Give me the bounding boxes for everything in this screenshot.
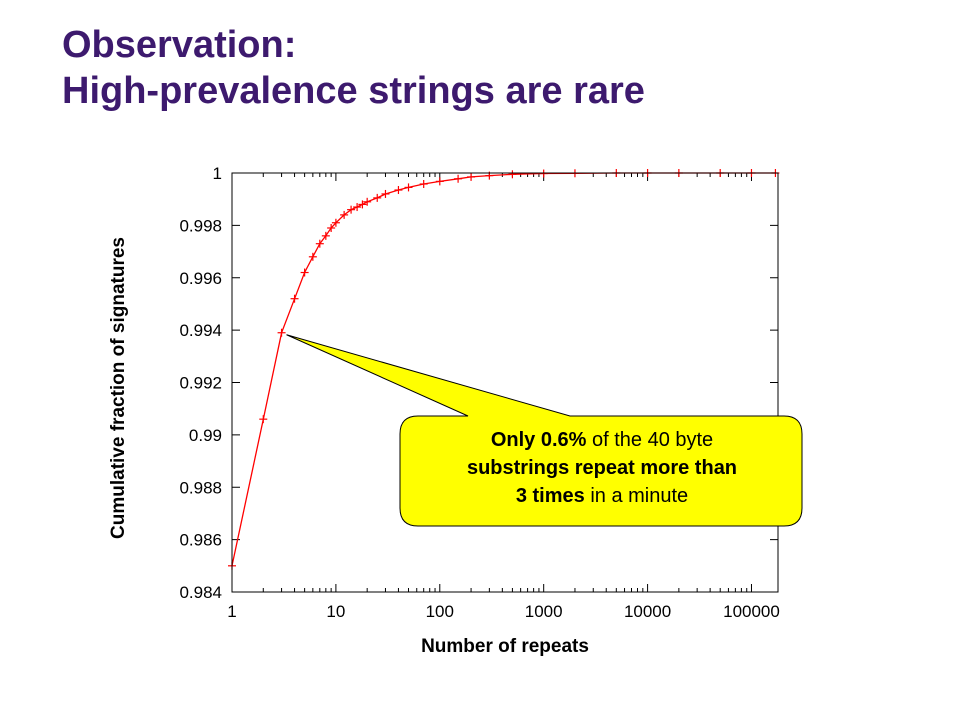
data-point-marker (454, 174, 463, 183)
y-tick-label: 0.986 (179, 531, 222, 550)
data-point-marker (508, 170, 517, 179)
data-point-marker (315, 239, 324, 248)
callout (286, 334, 803, 527)
callout-highlight-percent: Only 0.6% (490, 429, 587, 451)
callout-text-part: of the 40 byte (586, 429, 714, 451)
x-axis-title: Number of repeats (421, 636, 589, 657)
data-point-marker (290, 294, 299, 303)
data-point-marker (381, 189, 390, 198)
data-point-marker (259, 415, 268, 424)
slide-title: Observation: High-prevalence strings are… (62, 22, 645, 114)
x-tick-label: 100 (426, 602, 454, 621)
y-tick-label: 0.984 (179, 583, 222, 602)
y-tick-label: 0.998 (179, 216, 222, 235)
x-tick-label: 1000 (525, 602, 563, 621)
callout-highlight-substrings: substrings repeat more than (466, 457, 738, 479)
callout-text: Only 0.6% of the 40 byte substrings repe… (404, 426, 800, 510)
data-point-marker (353, 203, 362, 212)
data-point-marker (300, 268, 309, 277)
data-point-marker (331, 218, 340, 227)
data-point-marker (363, 197, 372, 206)
data-point-marker (373, 193, 382, 202)
y-tick-label: 0.994 (179, 321, 222, 340)
y-tick-label: 1 (213, 164, 222, 183)
data-point-marker (404, 183, 413, 192)
y-tick-label: 0.988 (179, 478, 222, 497)
data-point-marker (419, 179, 428, 188)
callout-line-2: substrings repeat more than (404, 454, 800, 482)
y-tick-label: 0.99 (189, 426, 222, 445)
data-point-marker (321, 231, 330, 240)
callout-bubble (286, 334, 803, 527)
axis-ticks (231, 172, 778, 593)
plot-frame (231, 172, 779, 593)
y-axis-title: Cumulative fraction of signatures (108, 237, 129, 539)
data-point-marker (358, 200, 367, 209)
data-point-marker (435, 177, 444, 186)
callout-line-1: Only 0.6% of the 40 byte (404, 426, 800, 454)
x-tick-label: 10 (326, 602, 345, 621)
x-tick-label: 1 (227, 602, 236, 621)
y-tick-label: 0.992 (179, 374, 222, 393)
data-point-marker (394, 186, 403, 195)
data-point-marker (308, 252, 317, 261)
tick-labels: 0.984 0.986 0.988 0.99 0.992 0.994 0.996 0.998 1… (179, 164, 779, 621)
data-point-marker (347, 205, 356, 214)
callout-highlight-times: 3 times (515, 485, 585, 507)
data-point-marker (340, 210, 349, 219)
callout-text-part: in a minute (584, 485, 689, 507)
data-point-marker (467, 172, 476, 181)
x-tick-label: 10000 (624, 602, 671, 621)
x-tick-label: 100000 (723, 602, 780, 621)
callout-line-3: 3 times in a minute (404, 482, 800, 510)
y-tick-label: 0.996 (179, 269, 222, 288)
data-point-marker (539, 169, 548, 178)
data-point-marker (277, 328, 286, 337)
slide-title-line-2: High-prevalence strings are rare (62, 70, 645, 112)
data-point-marker (327, 223, 336, 232)
slide-title-line-1: Observation: (62, 24, 297, 66)
